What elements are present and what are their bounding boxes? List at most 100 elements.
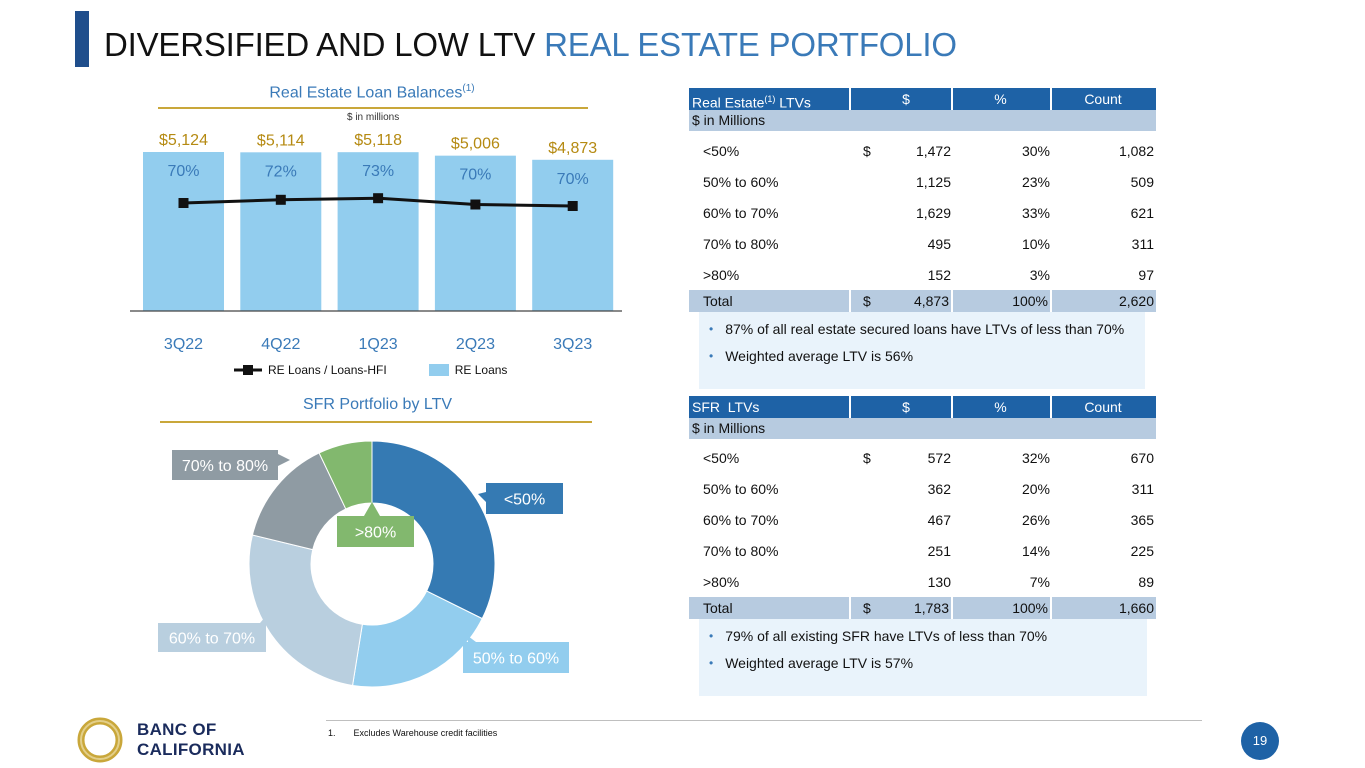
re-header-label-suffix: LTVs: [775, 94, 811, 111]
row-amount: 152: [851, 267, 953, 283]
row-amount: 495: [851, 236, 953, 252]
row-label: 60% to 70%: [703, 204, 779, 221]
row-pct: 30%: [1021, 142, 1050, 159]
row-amount: 1,125: [851, 174, 953, 190]
row-count: 1,082: [1118, 142, 1154, 159]
row-amount-value: 1,125: [915, 173, 951, 190]
row-amount: 251: [851, 543, 953, 559]
row-amount: 1,629: [851, 205, 953, 221]
line-point: [470, 199, 481, 210]
callout-box: [172, 450, 278, 480]
line-value-label: 70%: [167, 163, 199, 180]
row-pct: 7%: [1029, 573, 1050, 590]
bar-2Q23: [434, 155, 516, 311]
banc-of-california-logo: [77, 717, 123, 763]
row-pct: 23%: [1021, 173, 1050, 190]
bar-3Q23: [532, 159, 614, 311]
row-amount: 362: [851, 481, 953, 497]
row-label: 50% to 60%: [703, 173, 779, 190]
total-pct: 100%: [953, 597, 1052, 619]
legend-bar-swatch-icon: [428, 364, 449, 376]
re-note-2: • Weighted average LTV is 56%: [709, 348, 914, 364]
sfr-note-1-text: 79% of all existing SFR have LTVs of les…: [725, 628, 1048, 644]
bar-chart-title-rule: [158, 107, 588, 109]
re-note-1: • 87% of all real estate secured loans ha…: [709, 321, 1125, 337]
row-pct: 14%: [1021, 542, 1050, 559]
row-amount: $572: [851, 450, 953, 466]
donut-slice-4: [318, 440, 373, 510]
callout-box: [337, 516, 414, 547]
line-point: [178, 198, 189, 208]
callout-box: [486, 483, 563, 514]
bar-value-label: $5,118: [354, 132, 402, 149]
table-row: 70% to 80% 251 14% 225: [689, 535, 1156, 566]
slice-label: >80%: [355, 525, 396, 542]
row-count: 311: [1131, 235, 1154, 252]
row-amount-value: 467: [927, 511, 951, 528]
donut-slice-1: [351, 590, 483, 688]
bar-3Q22: [143, 152, 224, 311]
legend-line-marker-icon: [234, 365, 262, 375]
pie-chart-title-rule: [160, 421, 592, 423]
total-amount: $1,783: [851, 597, 953, 619]
sfr-header-label: SFR LTVs: [689, 396, 851, 418]
row-label: 70% to 80%: [703, 235, 779, 252]
bar-chart-title-text: Real Estate Loan Balances: [269, 84, 463, 102]
table-row: <50% $1,472 30% 1,082: [689, 135, 1156, 166]
page-number: 19: [1241, 722, 1279, 760]
re-note-2-text: Weighted average LTV is 56%: [725, 348, 914, 364]
line-value-label: 72%: [265, 163, 297, 180]
page-title-blue: REAL ESTATE PORTFOLIO: [544, 26, 957, 63]
row-count: 621: [1130, 204, 1154, 221]
row-label: 50% to 60%: [703, 480, 779, 497]
row-amount: 467: [851, 512, 953, 528]
re-table-header: Real Estate(1) LTVs $ % Count: [689, 88, 1156, 111]
callout-pointer: [278, 454, 290, 466]
callout-box: [158, 623, 266, 652]
sfr-ltv-table: SFR LTVs $ % Count $ in Millions <50% $57…: [689, 396, 1156, 619]
table-row: >80% 130 7% 89: [689, 566, 1156, 597]
row-currency: $: [863, 142, 871, 159]
row-count: 311: [1131, 480, 1154, 497]
bar-value-label: $5,006: [451, 136, 500, 153]
row-count: 97: [1138, 266, 1154, 283]
row-count: 509: [1130, 173, 1154, 190]
sfr-table-total-row: Total $1,783 100% 1,660: [689, 597, 1156, 619]
bar-4Q22: [240, 152, 322, 311]
callout-pointer: [364, 502, 380, 516]
re-table-total-row: Total $4,873 100% 2,620: [689, 290, 1156, 312]
slice-label: 60% to 70%: [169, 631, 255, 648]
row-label: 70% to 80%: [703, 542, 779, 559]
table-row: 50% to 60% 362 20% 311: [689, 473, 1156, 504]
row-amount: 130: [851, 574, 953, 590]
total-currency: $: [863, 600, 871, 616]
row-amount: $1,472: [851, 143, 953, 159]
re-ltv-table: Real Estate(1) LTVs $ % Count $ in Milli…: [689, 88, 1156, 312]
row-label: >80%: [703, 266, 740, 283]
re-table-unit-row: $ in Millions: [689, 110, 1156, 131]
total-amount: $4,873: [851, 290, 953, 312]
callout-pointer: [260, 616, 266, 623]
line-value-label: 70%: [459, 167, 491, 184]
sfr-note-2-text: Weighted average LTV is 57%: [725, 655, 914, 671]
sfr-table-unit-row: $ in Millions: [689, 418, 1156, 439]
row-pct: 3%: [1029, 266, 1050, 283]
re-notes-box: • 87% of all real estate secured loans ha…: [699, 312, 1145, 389]
sfr-note-1: • 79% of all existing SFR have LTVs of le…: [709, 628, 1048, 644]
logo-text-line2: CALIFORNIA: [137, 740, 245, 759]
re-header-dollar: $: [851, 88, 953, 110]
total-amount-value: 4,873: [913, 293, 949, 309]
re-note-1-text: 87% of all real estate secured loans hav…: [725, 321, 1125, 337]
row-amount-value: 152: [927, 266, 951, 283]
donut-slice-2: [248, 534, 363, 687]
row-amount-value: 572: [927, 449, 951, 466]
row-pct: 32%: [1021, 449, 1050, 466]
row-pct: 26%: [1021, 511, 1050, 528]
row-count: 365: [1130, 511, 1154, 528]
sfr-header-pct: %: [953, 396, 1052, 418]
bar-chart: $5,124 70% 3Q22 $5,114 72% 4Q22 $5,118 73% 1Q23 $…: [130, 132, 622, 353]
pie-chart-title: SFR Portfolio by LTV: [302, 396, 453, 413]
x-tick-label: 1Q23: [359, 336, 398, 353]
legend-line-label: RE Loans / Loans-HFI: [268, 363, 387, 377]
row-label: <50%: [703, 142, 740, 159]
